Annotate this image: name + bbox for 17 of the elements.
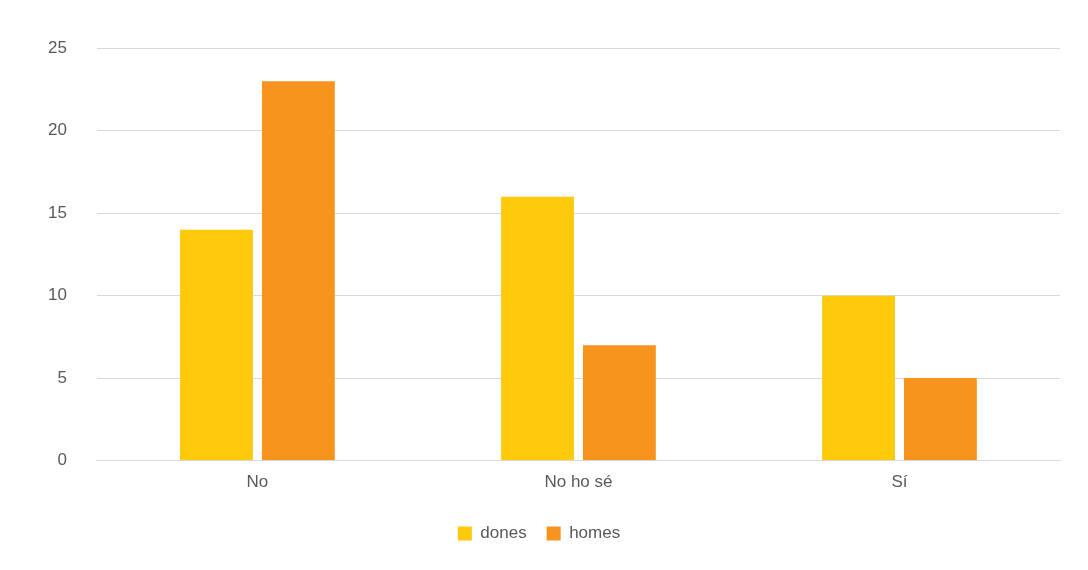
legend-label: dones [480, 523, 527, 543]
y-tick-label: 20 [47, 120, 67, 140]
bar [180, 229, 253, 461]
bar [903, 378, 977, 461]
y-tick-label: 10 [47, 285, 67, 305]
x-tick-label: No [246, 472, 269, 492]
bar [261, 81, 335, 461]
bar [501, 196, 574, 461]
y-tick-label: 5 [57, 367, 67, 387]
x-tick-label: No ho sé [544, 472, 613, 492]
y-tick-label: 0 [57, 450, 67, 470]
y-tick-label: 25 [47, 37, 67, 57]
y-tick-label: 15 [47, 202, 67, 222]
bar [822, 295, 895, 461]
x-tick-label: Sí [891, 472, 908, 492]
legend-label: homes [569, 523, 621, 543]
bar [582, 345, 656, 461]
